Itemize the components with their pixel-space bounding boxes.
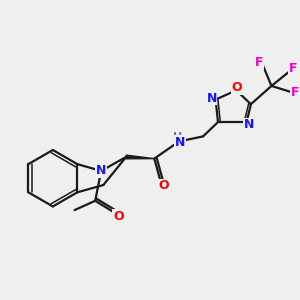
Text: H: H	[173, 132, 182, 142]
Text: N: N	[206, 92, 217, 105]
Text: N: N	[175, 136, 185, 148]
Text: F: F	[291, 86, 300, 99]
Text: N: N	[243, 118, 254, 131]
Text: F: F	[289, 62, 297, 75]
Text: O: O	[158, 179, 169, 192]
Polygon shape	[126, 155, 154, 159]
Text: N: N	[96, 164, 106, 177]
Text: F: F	[255, 56, 263, 69]
Text: O: O	[113, 210, 124, 223]
Text: O: O	[231, 81, 242, 94]
